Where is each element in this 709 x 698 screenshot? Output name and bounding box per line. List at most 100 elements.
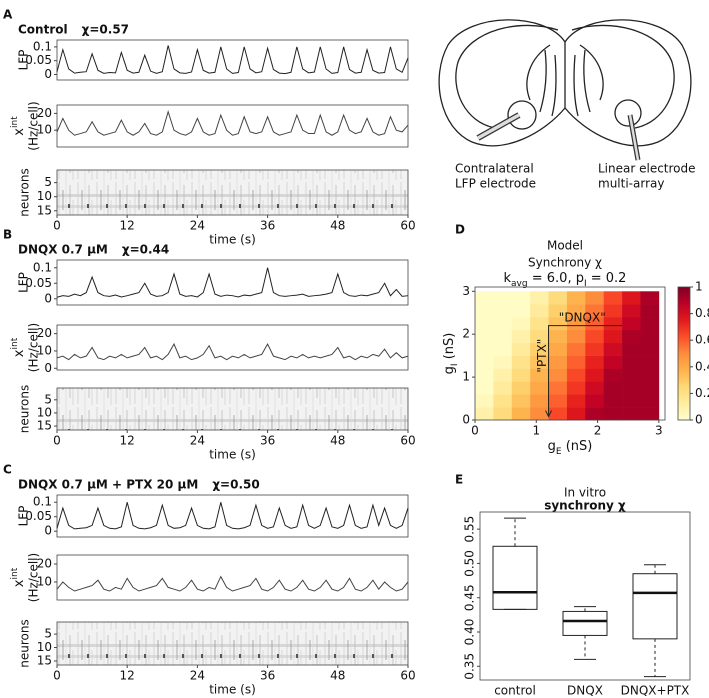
x-tick-label: 3 bbox=[655, 424, 663, 438]
heatmap-cell bbox=[511, 317, 531, 331]
x-tick-label: 60 bbox=[400, 219, 415, 233]
y-tick-label: 0.05 bbox=[25, 53, 52, 67]
heatmap-cell bbox=[640, 342, 660, 356]
x-tick-label: 60 bbox=[400, 669, 415, 683]
heatmap-cell bbox=[566, 394, 586, 408]
chart-title: In vitro bbox=[564, 486, 606, 500]
heatmap-cell bbox=[603, 317, 623, 331]
brain-diagram bbox=[438, 19, 692, 161]
heatmap-cell bbox=[622, 407, 641, 421]
heatmap-cell bbox=[566, 368, 586, 382]
heatmap-cell bbox=[566, 329, 586, 344]
y-tick-label: 0.1 bbox=[33, 495, 52, 509]
plot-frame bbox=[474, 286, 666, 421]
text-part: g bbox=[548, 439, 556, 454]
y-axis-label: xint bbox=[10, 116, 27, 136]
panel-annotation: χ=0.57 bbox=[82, 23, 129, 37]
heatmap-cell bbox=[530, 368, 549, 382]
text-part: x bbox=[12, 128, 27, 136]
heatmap-cell bbox=[548, 381, 568, 395]
heatmap-cell bbox=[530, 381, 549, 395]
x-tick-label: 1 bbox=[532, 424, 540, 438]
heatmap-cell bbox=[548, 317, 568, 331]
y-tick-label: 0 bbox=[44, 67, 52, 81]
y-axis-label: neurons bbox=[18, 385, 32, 433]
heatmap-cell bbox=[585, 394, 605, 408]
y-axis-label: LFP bbox=[17, 506, 31, 527]
diagram-label: LFP electrode bbox=[455, 177, 536, 191]
text-part: x bbox=[12, 579, 27, 587]
chart-subtitle: Synchrony χ bbox=[528, 256, 602, 270]
y-tick-label: 0 bbox=[44, 524, 52, 538]
heatmap-cell bbox=[603, 329, 623, 344]
diagram-label: Contralateral bbox=[455, 162, 534, 176]
heatmap-cell bbox=[585, 291, 605, 305]
heatmap-cell bbox=[548, 407, 568, 421]
heatmap-cell bbox=[622, 329, 641, 344]
y-tick-label: 10 bbox=[37, 189, 52, 203]
heatmap-cell bbox=[585, 368, 605, 382]
y-tick-label: 15 bbox=[37, 419, 52, 433]
y-tick-label: 0.55 bbox=[463, 516, 477, 543]
heatmap-cell bbox=[548, 394, 568, 408]
y-tick-label: 10 bbox=[37, 640, 52, 654]
x-axis-label: time (s) bbox=[209, 683, 256, 697]
text-part: avg bbox=[511, 279, 528, 289]
heatmap-cell bbox=[548, 329, 568, 344]
heatmap-cell bbox=[585, 355, 605, 369]
x-tick-label: 48 bbox=[330, 434, 345, 448]
heatmap-cell bbox=[548, 342, 568, 356]
heatmap-cell bbox=[493, 407, 513, 421]
plot-frame bbox=[56, 621, 409, 666]
y-tick-label: 0.05 bbox=[25, 509, 52, 523]
heatmap-cell bbox=[566, 342, 586, 356]
x-tick-label: 0 bbox=[53, 434, 61, 448]
plot-frame bbox=[56, 104, 409, 148]
y-tick-label: 0.1 bbox=[33, 260, 52, 274]
x-tick-label: 12 bbox=[120, 434, 135, 448]
annotation: "DNQX" bbox=[559, 310, 606, 324]
heatmap-cell bbox=[475, 368, 494, 382]
heatmap-cell bbox=[566, 355, 586, 369]
plot-frame bbox=[56, 39, 409, 81]
trace bbox=[56, 109, 409, 136]
heatmap-cell bbox=[622, 342, 641, 356]
plot-frame bbox=[479, 511, 691, 681]
plot-frame bbox=[56, 169, 409, 216]
panel-annotation: χ=0.50 bbox=[212, 478, 259, 492]
text-part: E bbox=[556, 447, 562, 457]
heatmap-cell bbox=[493, 368, 513, 382]
panel-title: DNQX 0.7 μM bbox=[18, 243, 108, 257]
text-part: (nS) bbox=[442, 333, 457, 364]
heatmap-cell bbox=[622, 317, 641, 331]
heatmap-cell bbox=[493, 304, 513, 318]
x-tick-label: 24 bbox=[190, 219, 205, 233]
plot-frame bbox=[56, 387, 409, 431]
x-tick-label: 0 bbox=[53, 219, 61, 233]
y-tick-label: 0.45 bbox=[463, 584, 477, 611]
y-axis-label: (Hz/cell) bbox=[27, 323, 41, 372]
heatmap-cell bbox=[603, 304, 623, 318]
heatmap-cell bbox=[511, 355, 531, 369]
x-axis-label: gE (nS) bbox=[548, 439, 593, 457]
heatmap-cell bbox=[585, 304, 605, 318]
diagram-label: multi-array bbox=[598, 177, 664, 191]
heatmap-cell bbox=[640, 368, 660, 382]
heatmap-cell bbox=[511, 381, 531, 395]
heatmap-cell bbox=[603, 342, 623, 356]
text-part: I bbox=[584, 279, 587, 289]
x-tick-label: 60 bbox=[400, 434, 415, 448]
heatmap-cell bbox=[493, 317, 513, 331]
heatmap-cell bbox=[622, 368, 641, 382]
panel-letter: B bbox=[3, 228, 12, 242]
heatmap-cell bbox=[566, 407, 586, 421]
heatmap-cell bbox=[640, 355, 660, 369]
colorbar-tick-label: 0.8 bbox=[695, 306, 709, 320]
trace bbox=[56, 502, 409, 530]
diagram-label: Linear electrode bbox=[598, 162, 696, 176]
y-tick-label: 0.35 bbox=[463, 653, 477, 680]
colorbar bbox=[677, 286, 691, 421]
heatmap-cell bbox=[475, 317, 494, 331]
text-part: int bbox=[10, 116, 20, 128]
heatmap-cell bbox=[622, 291, 641, 305]
